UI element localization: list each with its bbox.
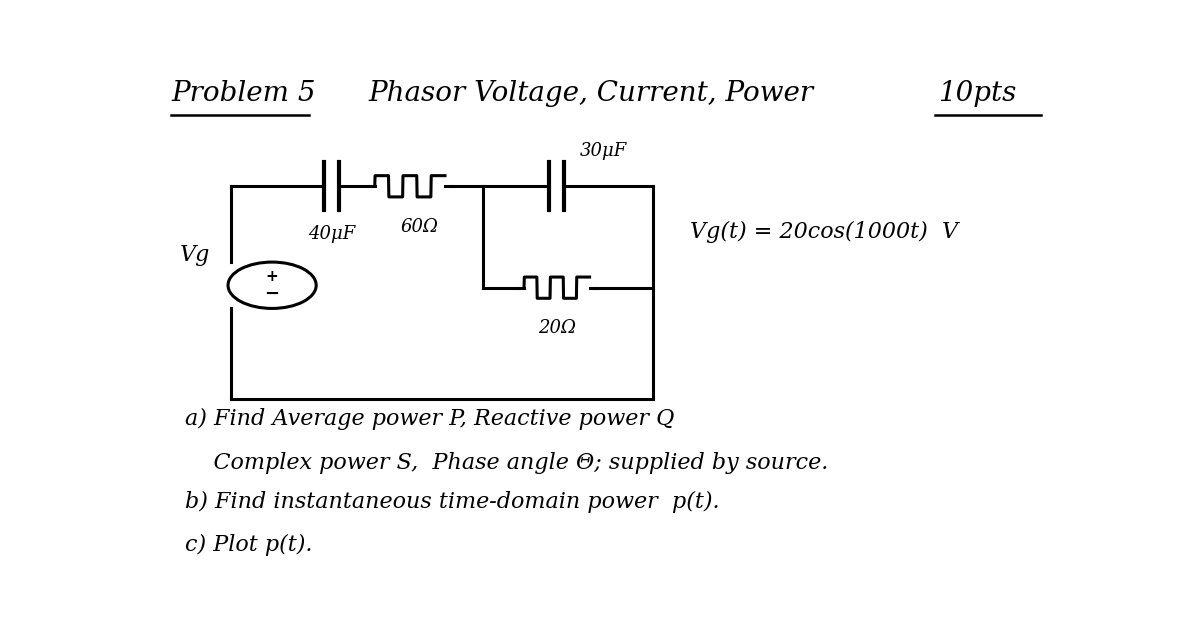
Text: Vg: Vg bbox=[180, 244, 211, 266]
Text: −: − bbox=[264, 285, 280, 303]
Text: c) Plot p(t).: c) Plot p(t). bbox=[185, 534, 313, 556]
Text: 20Ω: 20Ω bbox=[538, 319, 576, 337]
Text: +: + bbox=[265, 269, 278, 284]
Text: b) Find instantaneous time-domain power  p(t).: b) Find instantaneous time-domain power … bbox=[185, 490, 719, 512]
Text: Phasor Voltage, Current, Power: Phasor Voltage, Current, Power bbox=[369, 80, 814, 107]
Text: 30μF: 30μF bbox=[579, 142, 627, 160]
Text: Vg(t) = 20cos(1000t)  V: Vg(t) = 20cos(1000t) V bbox=[690, 221, 959, 243]
Text: 10pts: 10pts bbox=[939, 80, 1017, 107]
Text: Complex power S,  Phase angle Θ; supplied by source.: Complex power S, Phase angle Θ; supplied… bbox=[185, 452, 828, 474]
Text: Problem 5: Problem 5 bbox=[171, 80, 315, 107]
Text: a) Find Average power P, Reactive power Q: a) Find Average power P, Reactive power … bbox=[185, 408, 674, 431]
Text: 40μF: 40μF bbox=[308, 225, 356, 243]
Text: 60Ω: 60Ω bbox=[401, 218, 438, 236]
